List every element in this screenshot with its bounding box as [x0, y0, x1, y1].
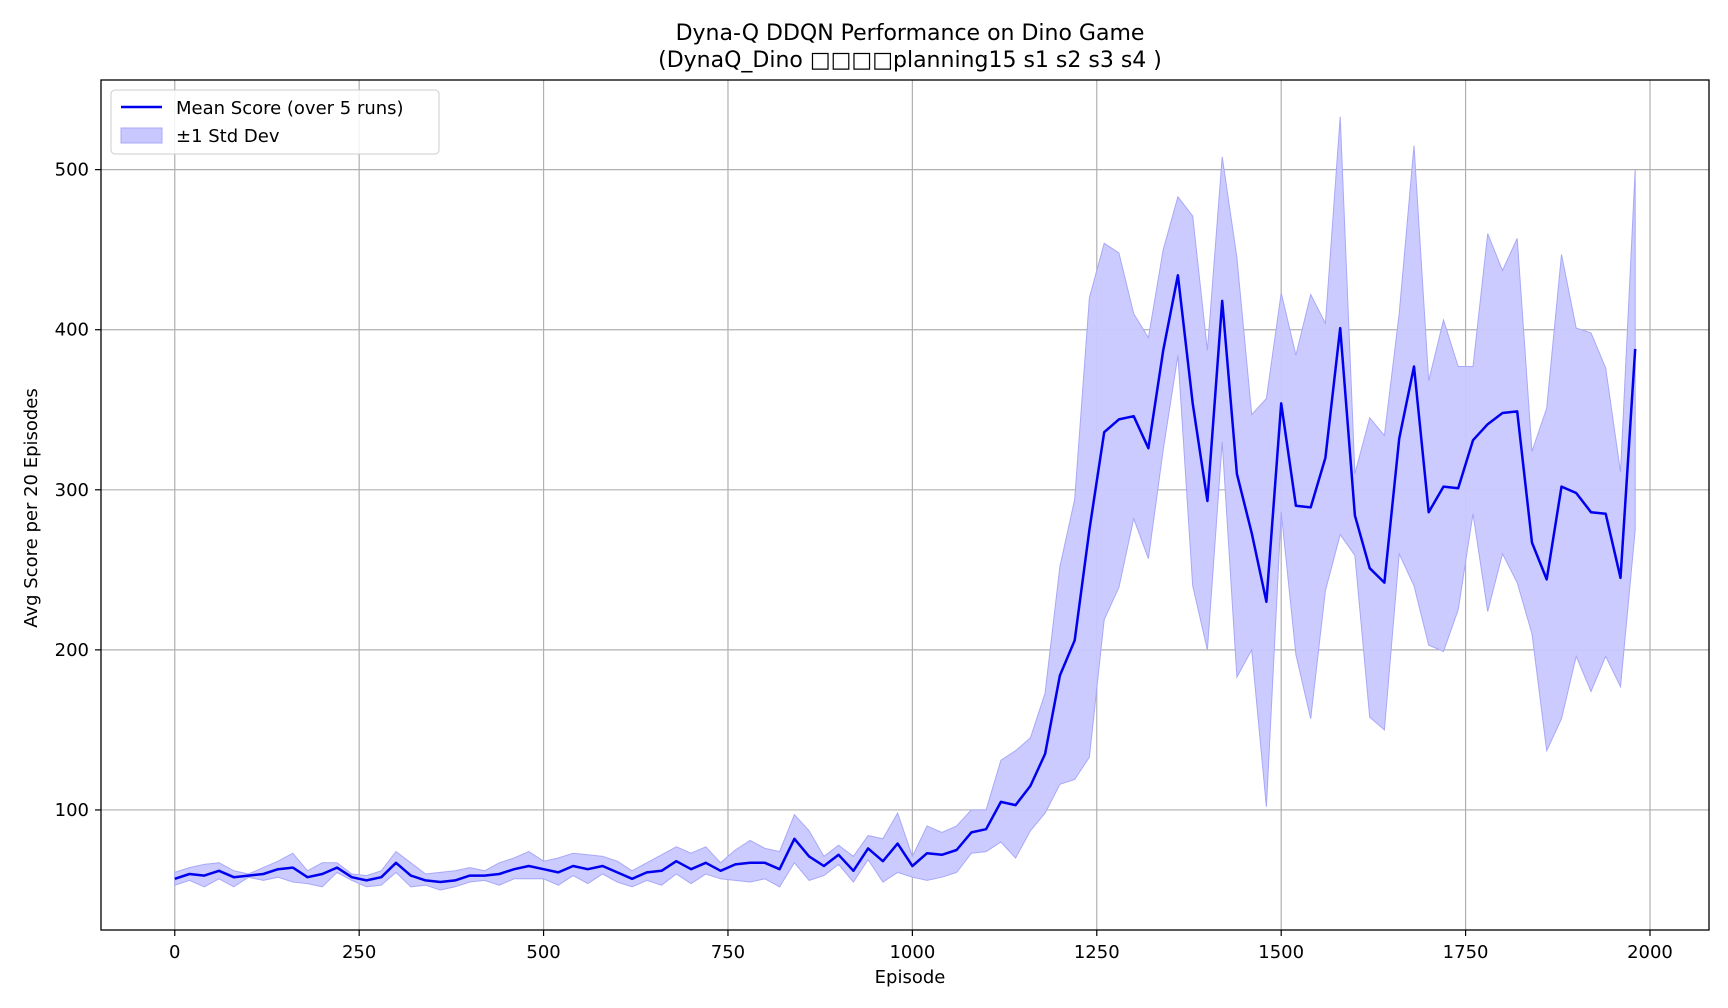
mean-line-layer — [174, 274, 1637, 884]
x-tick-label: 500 — [526, 942, 560, 963]
x-axis-label: Episode — [875, 967, 946, 988]
x-tick-label: 0 — [169, 942, 180, 963]
legend: Mean Score (over 5 runs) ±1 Std Dev — [110, 89, 440, 155]
legend-box — [110, 89, 440, 155]
legend-label-mean: Mean Score (over 5 runs) — [176, 98, 404, 119]
y-tick-label: 300 — [55, 480, 89, 501]
legend-label-std: ±1 Std Dev — [176, 126, 280, 147]
mean-score-line — [174, 274, 1637, 884]
x-axis-ticks: 0 250 500 750 1000 1250 1500 1750 2000 — [169, 930, 1673, 963]
x-tick-label: 1500 — [1258, 942, 1304, 963]
legend-band-swatch — [120, 127, 163, 144]
y-axis-ticks: 100 200 300 400 500 — [55, 160, 101, 821]
x-tick-label: 1250 — [1074, 942, 1120, 963]
y-tick-label: 400 — [55, 320, 89, 341]
y-tick-label: 100 — [55, 800, 89, 821]
x-tick-label: 1750 — [1443, 942, 1489, 963]
chart-title: Dyna-Q DDQN Performance on Dino Game — [676, 21, 1145, 46]
chart-subtitle: (DynaQ_Dino □□□□planning15 s1 s2 s3 s4 ) — [658, 48, 1162, 73]
std-dev-band-layer — [174, 116, 1636, 891]
y-axis-label: Avg Score per 20 Episodes — [21, 388, 42, 628]
y-tick-label: 200 — [55, 640, 89, 661]
x-tick-label: 2000 — [1627, 942, 1673, 963]
x-tick-label: 1000 — [889, 942, 935, 963]
plot-area-frame — [100, 79, 1710, 931]
y-tick-label: 500 — [55, 160, 89, 181]
x-tick-label: 250 — [342, 942, 376, 963]
std-dev-band — [174, 116, 1636, 891]
x-tick-label: 750 — [711, 942, 745, 963]
